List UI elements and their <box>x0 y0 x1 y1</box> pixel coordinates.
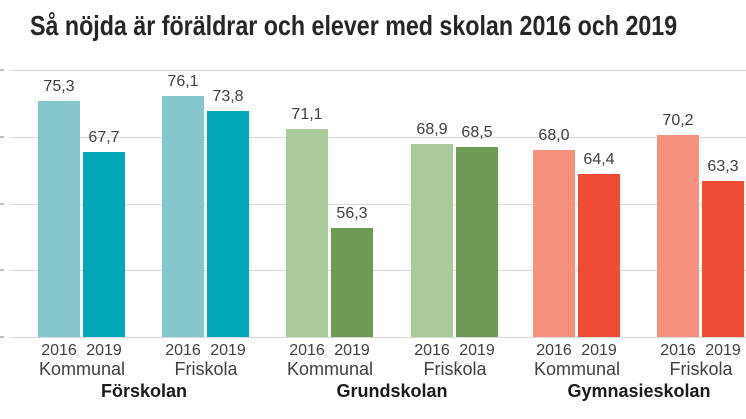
value-label-grundskolan-friskola-2019: 68,5 <box>461 124 493 141</box>
year-label-gymnasieskolan-kommunal-2019: 2019 <box>581 342 617 359</box>
value-label-forskolan-friskola-2019: 73,8 <box>212 88 244 105</box>
bar-gymnasieskolan-kommunal-2019 <box>578 174 620 337</box>
y-axis-tick <box>0 269 4 271</box>
year-label-gymnasieskolan-friskola-2016: 2016 <box>660 342 696 359</box>
value-label-forskolan-kommunal-2019: 67,7 <box>88 129 120 146</box>
value-label-gymnasieskolan-friskola-2019: 63,3 <box>707 158 739 175</box>
gridline <box>10 270 746 271</box>
group-label-forskolan: Förskolan <box>100 381 188 401</box>
bar-grundskolan-kommunal-2019 <box>331 228 373 337</box>
value-label-gymnasieskolan-kommunal-2016: 68,0 <box>538 127 570 144</box>
category-label-grundskolan-kommunal: Kommunal <box>286 359 374 379</box>
bar-gymnasieskolan-kommunal-2016 <box>533 150 575 337</box>
value-label-gymnasieskolan-kommunal-2019: 64,4 <box>583 151 615 168</box>
group-label-gymnasieskolan: Gymnasieskolan <box>567 381 711 401</box>
value-label-forskolan-friskola-2016: 76,1 <box>167 73 199 90</box>
year-label-gymnasieskolan-kommunal-2016: 2016 <box>536 342 572 359</box>
year-label-forskolan-kommunal-2016: 2016 <box>41 342 77 359</box>
year-label-forskolan-kommunal-2019: 2019 <box>86 342 122 359</box>
y-axis-tick <box>0 136 4 138</box>
bar-grundskolan-friskola-2016 <box>411 144 453 337</box>
year-label-grundskolan-kommunal-2019: 2019 <box>334 342 370 359</box>
bar-forskolan-friskola-2019 <box>207 111 249 337</box>
year-label-gymnasieskolan-friskola-2019: 2019 <box>705 342 741 359</box>
year-label-grundskolan-kommunal-2016: 2016 <box>289 342 325 359</box>
category-label-grundskolan-friskola: Friskola <box>423 359 487 379</box>
bar-grundskolan-kommunal-2016 <box>286 129 328 337</box>
category-label-forskolan-friskola: Friskola <box>174 359 238 379</box>
value-label-gymnasieskolan-friskola-2016: 70,2 <box>662 112 694 129</box>
y-axis-tick <box>0 336 4 338</box>
value-label-forskolan-kommunal-2016: 75,3 <box>43 78 75 95</box>
year-label-forskolan-friskola-2016: 2016 <box>165 342 201 359</box>
gridline <box>10 337 746 338</box>
year-label-grundskolan-friskola-2016: 2016 <box>414 342 450 359</box>
year-label-forskolan-friskola-2019: 2019 <box>210 342 246 359</box>
category-label-gymnasieskolan-kommunal: Kommunal <box>533 359 621 379</box>
group-label-grundskolan: Grundskolan <box>336 381 448 401</box>
gridline <box>10 70 746 71</box>
gridline <box>10 137 746 138</box>
chart-title: Så nöjda är föräldrar och elever med sko… <box>30 10 678 41</box>
bar-forskolan-kommunal-2016 <box>38 101 80 337</box>
y-axis-tick <box>0 203 4 205</box>
value-label-grundskolan-kommunal-2016: 71,1 <box>291 106 323 123</box>
y-axis-tick <box>0 69 4 71</box>
category-label-gymnasieskolan-friskola: Friskola <box>669 359 733 379</box>
bar-grundskolan-friskola-2019 <box>456 147 498 337</box>
bar-gymnasieskolan-friskola-2016 <box>657 135 699 337</box>
value-label-grundskolan-friskola-2016: 68,9 <box>416 121 448 138</box>
category-label-forskolan-kommunal: Kommunal <box>38 359 126 379</box>
bar-forskolan-friskola-2016 <box>162 96 204 337</box>
bar-gymnasieskolan-friskola-2019 <box>702 181 744 337</box>
value-label-grundskolan-kommunal-2019: 56,3 <box>336 205 368 222</box>
gridline <box>10 204 746 205</box>
year-label-grundskolan-friskola-2019: 2019 <box>459 342 495 359</box>
bar-forskolan-kommunal-2019 <box>83 152 125 337</box>
